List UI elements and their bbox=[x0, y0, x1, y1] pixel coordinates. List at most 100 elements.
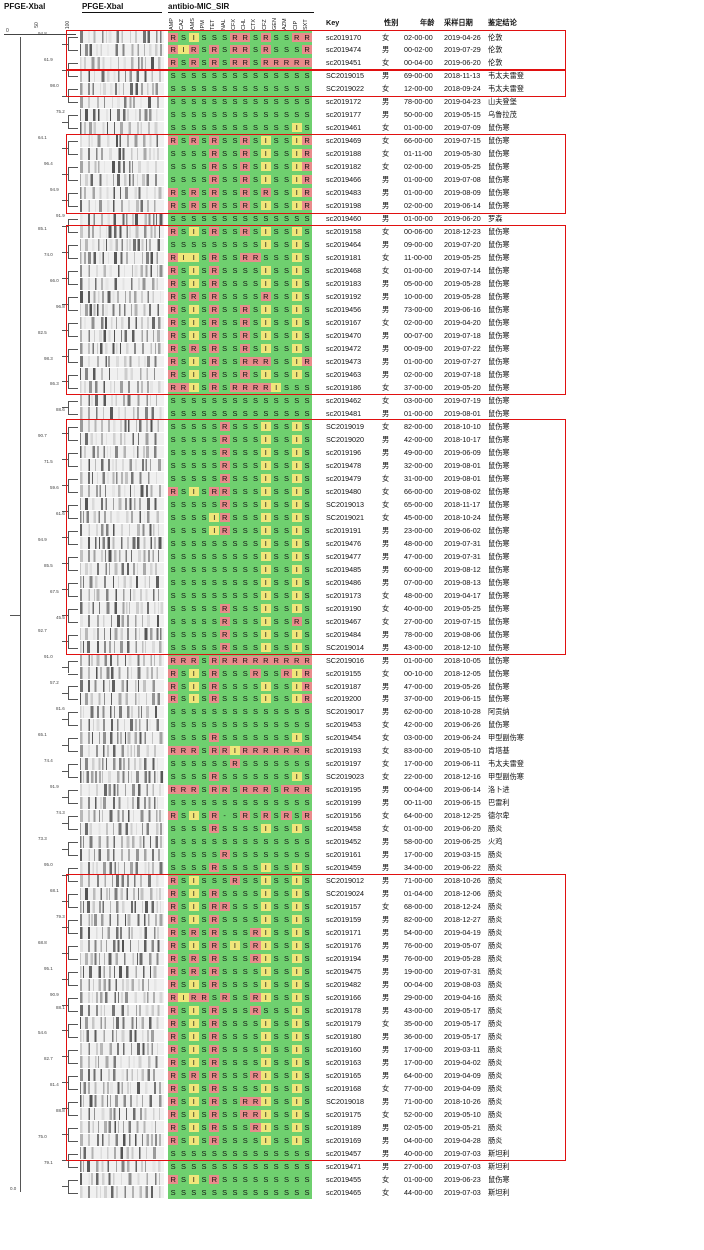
table-result-cell: 鼠伤寒 bbox=[488, 318, 510, 328]
table-date-cell: 2018-10-05 bbox=[444, 655, 481, 665]
table-date-cell: 2018-10-17 bbox=[444, 434, 481, 444]
table-key-cell: sc2019173 bbox=[326, 590, 362, 600]
dendrogram-branch bbox=[68, 400, 78, 402]
sir-cell: S bbox=[229, 1135, 241, 1145]
sir-cell: S bbox=[250, 486, 261, 496]
sir-cell: S bbox=[281, 473, 292, 483]
sir-cell: S bbox=[301, 889, 313, 899]
dendrogram-branch bbox=[62, 511, 68, 513]
sir-cell: S bbox=[291, 1187, 302, 1197]
gel-lane bbox=[80, 1004, 164, 1017]
sir-cell: S bbox=[240, 1187, 251, 1197]
sir-cell: S bbox=[271, 525, 282, 535]
table-date-cell: 2018-12-24 bbox=[444, 902, 481, 912]
sir-cell: S bbox=[281, 214, 292, 224]
sir-cell: S bbox=[178, 1187, 189, 1197]
sir-cell: I bbox=[291, 668, 302, 678]
sir-cell: S bbox=[281, 1018, 292, 1028]
sir-cell: S bbox=[281, 408, 292, 418]
table-result-cell: 德尔卑 bbox=[488, 811, 510, 821]
sir-cell: S bbox=[271, 369, 282, 379]
table-sex-cell: 男 bbox=[382, 1148, 390, 1158]
dendrogram-branch bbox=[68, 1114, 78, 1116]
sir-cell: S bbox=[178, 214, 189, 224]
dendrogram-branch bbox=[68, 829, 78, 831]
table-date-cell: 2019-04-02 bbox=[444, 1057, 481, 1067]
sir-cell: S bbox=[188, 733, 199, 743]
sir-cell: S bbox=[219, 162, 230, 172]
sir-cell: R bbox=[168, 1057, 179, 1067]
sir-cell: R bbox=[209, 58, 220, 68]
sir-cell: S bbox=[301, 395, 313, 405]
sir-cell: I bbox=[260, 525, 271, 535]
node-value: 94.9 bbox=[50, 186, 59, 192]
sir-cell: S bbox=[250, 967, 261, 977]
sir-cell: S bbox=[198, 447, 210, 457]
table-result-cell: 肠炎 bbox=[488, 941, 503, 951]
sir-cell: R bbox=[219, 785, 230, 795]
sir-cell: S bbox=[229, 1096, 241, 1106]
sir-cell: S bbox=[281, 798, 292, 808]
sir-cell: I bbox=[291, 331, 302, 341]
table-result-cell: 肠炎 bbox=[488, 1018, 503, 1028]
sir-cell: S bbox=[291, 759, 302, 769]
table-result-cell: 鼠伤寒 bbox=[488, 1174, 510, 1184]
sir-cell: R bbox=[250, 357, 261, 366]
sir-cell: S bbox=[240, 733, 251, 743]
node-value: 88.8 bbox=[56, 1108, 65, 1114]
sir-cell: S bbox=[229, 642, 241, 652]
dendrogram-branch bbox=[62, 952, 68, 954]
sir-cell: I bbox=[291, 240, 302, 250]
sir-cell: S bbox=[301, 227, 313, 237]
sir-cell: S bbox=[229, 590, 241, 600]
sir-cell: S bbox=[281, 97, 292, 107]
sir-cell: I bbox=[291, 590, 302, 600]
sir-cell: S bbox=[178, 720, 189, 730]
sir-cell: R bbox=[209, 201, 220, 211]
sir-cell: S bbox=[188, 707, 199, 717]
sir-cell: S bbox=[240, 421, 251, 431]
table-age-cell: 01-00-00 bbox=[404, 214, 433, 224]
table-sex-cell: 男 bbox=[382, 240, 390, 250]
sir-cell: R bbox=[240, 1109, 251, 1119]
table-age-cell: 23-00-00 bbox=[404, 525, 433, 535]
sir-cell: S bbox=[281, 292, 292, 302]
sir-cell: S bbox=[250, 1044, 261, 1054]
sir-cell: S bbox=[240, 292, 251, 302]
table-date-cell: 2019-08-03 bbox=[444, 980, 481, 990]
node-value: 74.3 bbox=[56, 809, 65, 815]
sir-cell: S bbox=[209, 71, 220, 81]
table-sex-cell: 男 bbox=[382, 1031, 390, 1041]
sir-cell: R bbox=[188, 1070, 199, 1080]
table-date-cell: 2019-06-20 bbox=[444, 58, 481, 68]
sir-cell: S bbox=[291, 1161, 302, 1171]
sir-cell: S bbox=[209, 798, 220, 808]
sir-cell: S bbox=[240, 84, 251, 94]
dendrogram-branch bbox=[62, 329, 68, 331]
dendrogram-branch bbox=[62, 303, 68, 305]
table-sex-cell: 男 bbox=[382, 357, 390, 366]
sir-cell: S bbox=[178, 707, 189, 717]
node-value: 54.6 bbox=[38, 1030, 47, 1036]
sir-cell: S bbox=[198, 889, 210, 899]
sir-cell: S bbox=[271, 772, 282, 782]
gel-lane bbox=[80, 1082, 164, 1095]
dendrogram-branch bbox=[68, 764, 69, 778]
table-sex-cell: 女 bbox=[382, 162, 390, 172]
table-key-cell: sc2019459 bbox=[326, 863, 362, 873]
sir-cell: S bbox=[198, 1018, 210, 1028]
table-sex-cell: 男 bbox=[382, 447, 390, 457]
sir-cell: S bbox=[271, 967, 282, 977]
sir-cell: S bbox=[281, 824, 292, 834]
node-value: 79.3 bbox=[56, 913, 65, 919]
table-key-cell: sc2019466 bbox=[326, 175, 362, 185]
sir-cell: S bbox=[260, 408, 271, 418]
table-key-cell: sc2019155 bbox=[326, 668, 362, 678]
dendrogram-branch bbox=[62, 589, 68, 591]
table-date-cell: 2018-12-06 bbox=[444, 889, 481, 899]
table-key-cell: sc2019196 bbox=[326, 447, 362, 457]
table-key-cell: sc2019192 bbox=[326, 292, 362, 302]
table-sex-cell: 男 bbox=[382, 850, 390, 860]
sir-cell: S bbox=[178, 1174, 189, 1184]
table-sex-cell: 女 bbox=[382, 512, 390, 522]
